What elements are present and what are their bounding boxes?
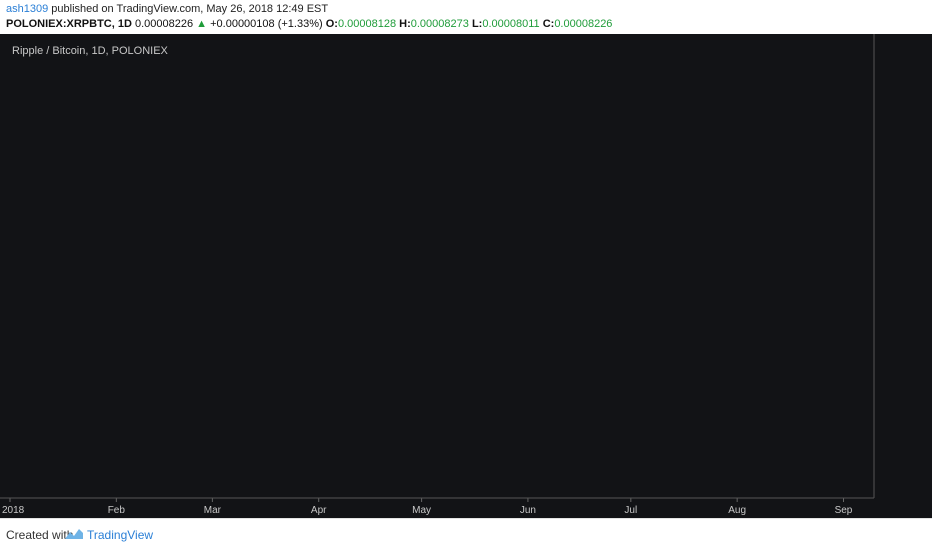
price-chart[interactable]: Ripple / Bitcoin, 1D, POLONIEX0.00016000… xyxy=(0,34,932,518)
open-value: 0.00008128 xyxy=(337,18,397,30)
ohlc-line: POLONIEX:XRPBTC, 1D 0.00008226 ▲ +0.0000… xyxy=(6,18,612,30)
chart-area[interactable]: Ripple / Bitcoin, 1D, POLONIEX0.00016000… xyxy=(0,34,932,518)
chart-background xyxy=(0,34,932,518)
low-label: L: xyxy=(471,18,483,30)
tradingview-link[interactable]: TradingView xyxy=(87,528,154,542)
close-label: C: xyxy=(542,18,555,30)
chart-header: ash1309 published on TradingView.com, Ma… xyxy=(0,0,932,34)
high-label: H: xyxy=(399,18,411,30)
chart-title: Ripple / Bitcoin, 1D, POLONIEX xyxy=(12,45,169,57)
low-value: 0.00008011 xyxy=(482,18,540,30)
created-with-text: Created with xyxy=(6,528,74,542)
close-value: 0.00008226 xyxy=(554,18,613,30)
footer: Created with TradingView xyxy=(0,518,932,551)
open-label: O: xyxy=(325,18,338,30)
up-arrow-icon: ▲ xyxy=(196,18,208,30)
x-tick-label: 2018 xyxy=(2,505,25,516)
high-value: 0.00008273 xyxy=(410,18,469,30)
x-tick-label: Sep xyxy=(835,505,853,516)
x-tick-label: May xyxy=(412,505,431,516)
x-tick-label: Aug xyxy=(728,505,746,516)
x-tick-label: Mar xyxy=(204,505,222,516)
x-tick-label: Jun xyxy=(520,505,536,516)
author-link[interactable]: ash1309 xyxy=(6,3,49,15)
symbol-label: POLONIEX:XRPBTC, 1D xyxy=(6,18,132,30)
last-price: 0.00008226 xyxy=(134,18,194,30)
publish-text: published on TradingView.com, May 26, 20… xyxy=(51,3,329,15)
x-tick-label: Feb xyxy=(108,505,126,516)
x-tick-label: Apr xyxy=(311,505,327,516)
price-change: +0.00000108 (+1.33%) xyxy=(210,18,323,30)
tradingview-logo-icon xyxy=(65,529,83,539)
x-tick-label: Jul xyxy=(624,505,637,516)
publish-info: ash1309 published on TradingView.com, Ma… xyxy=(6,3,328,15)
